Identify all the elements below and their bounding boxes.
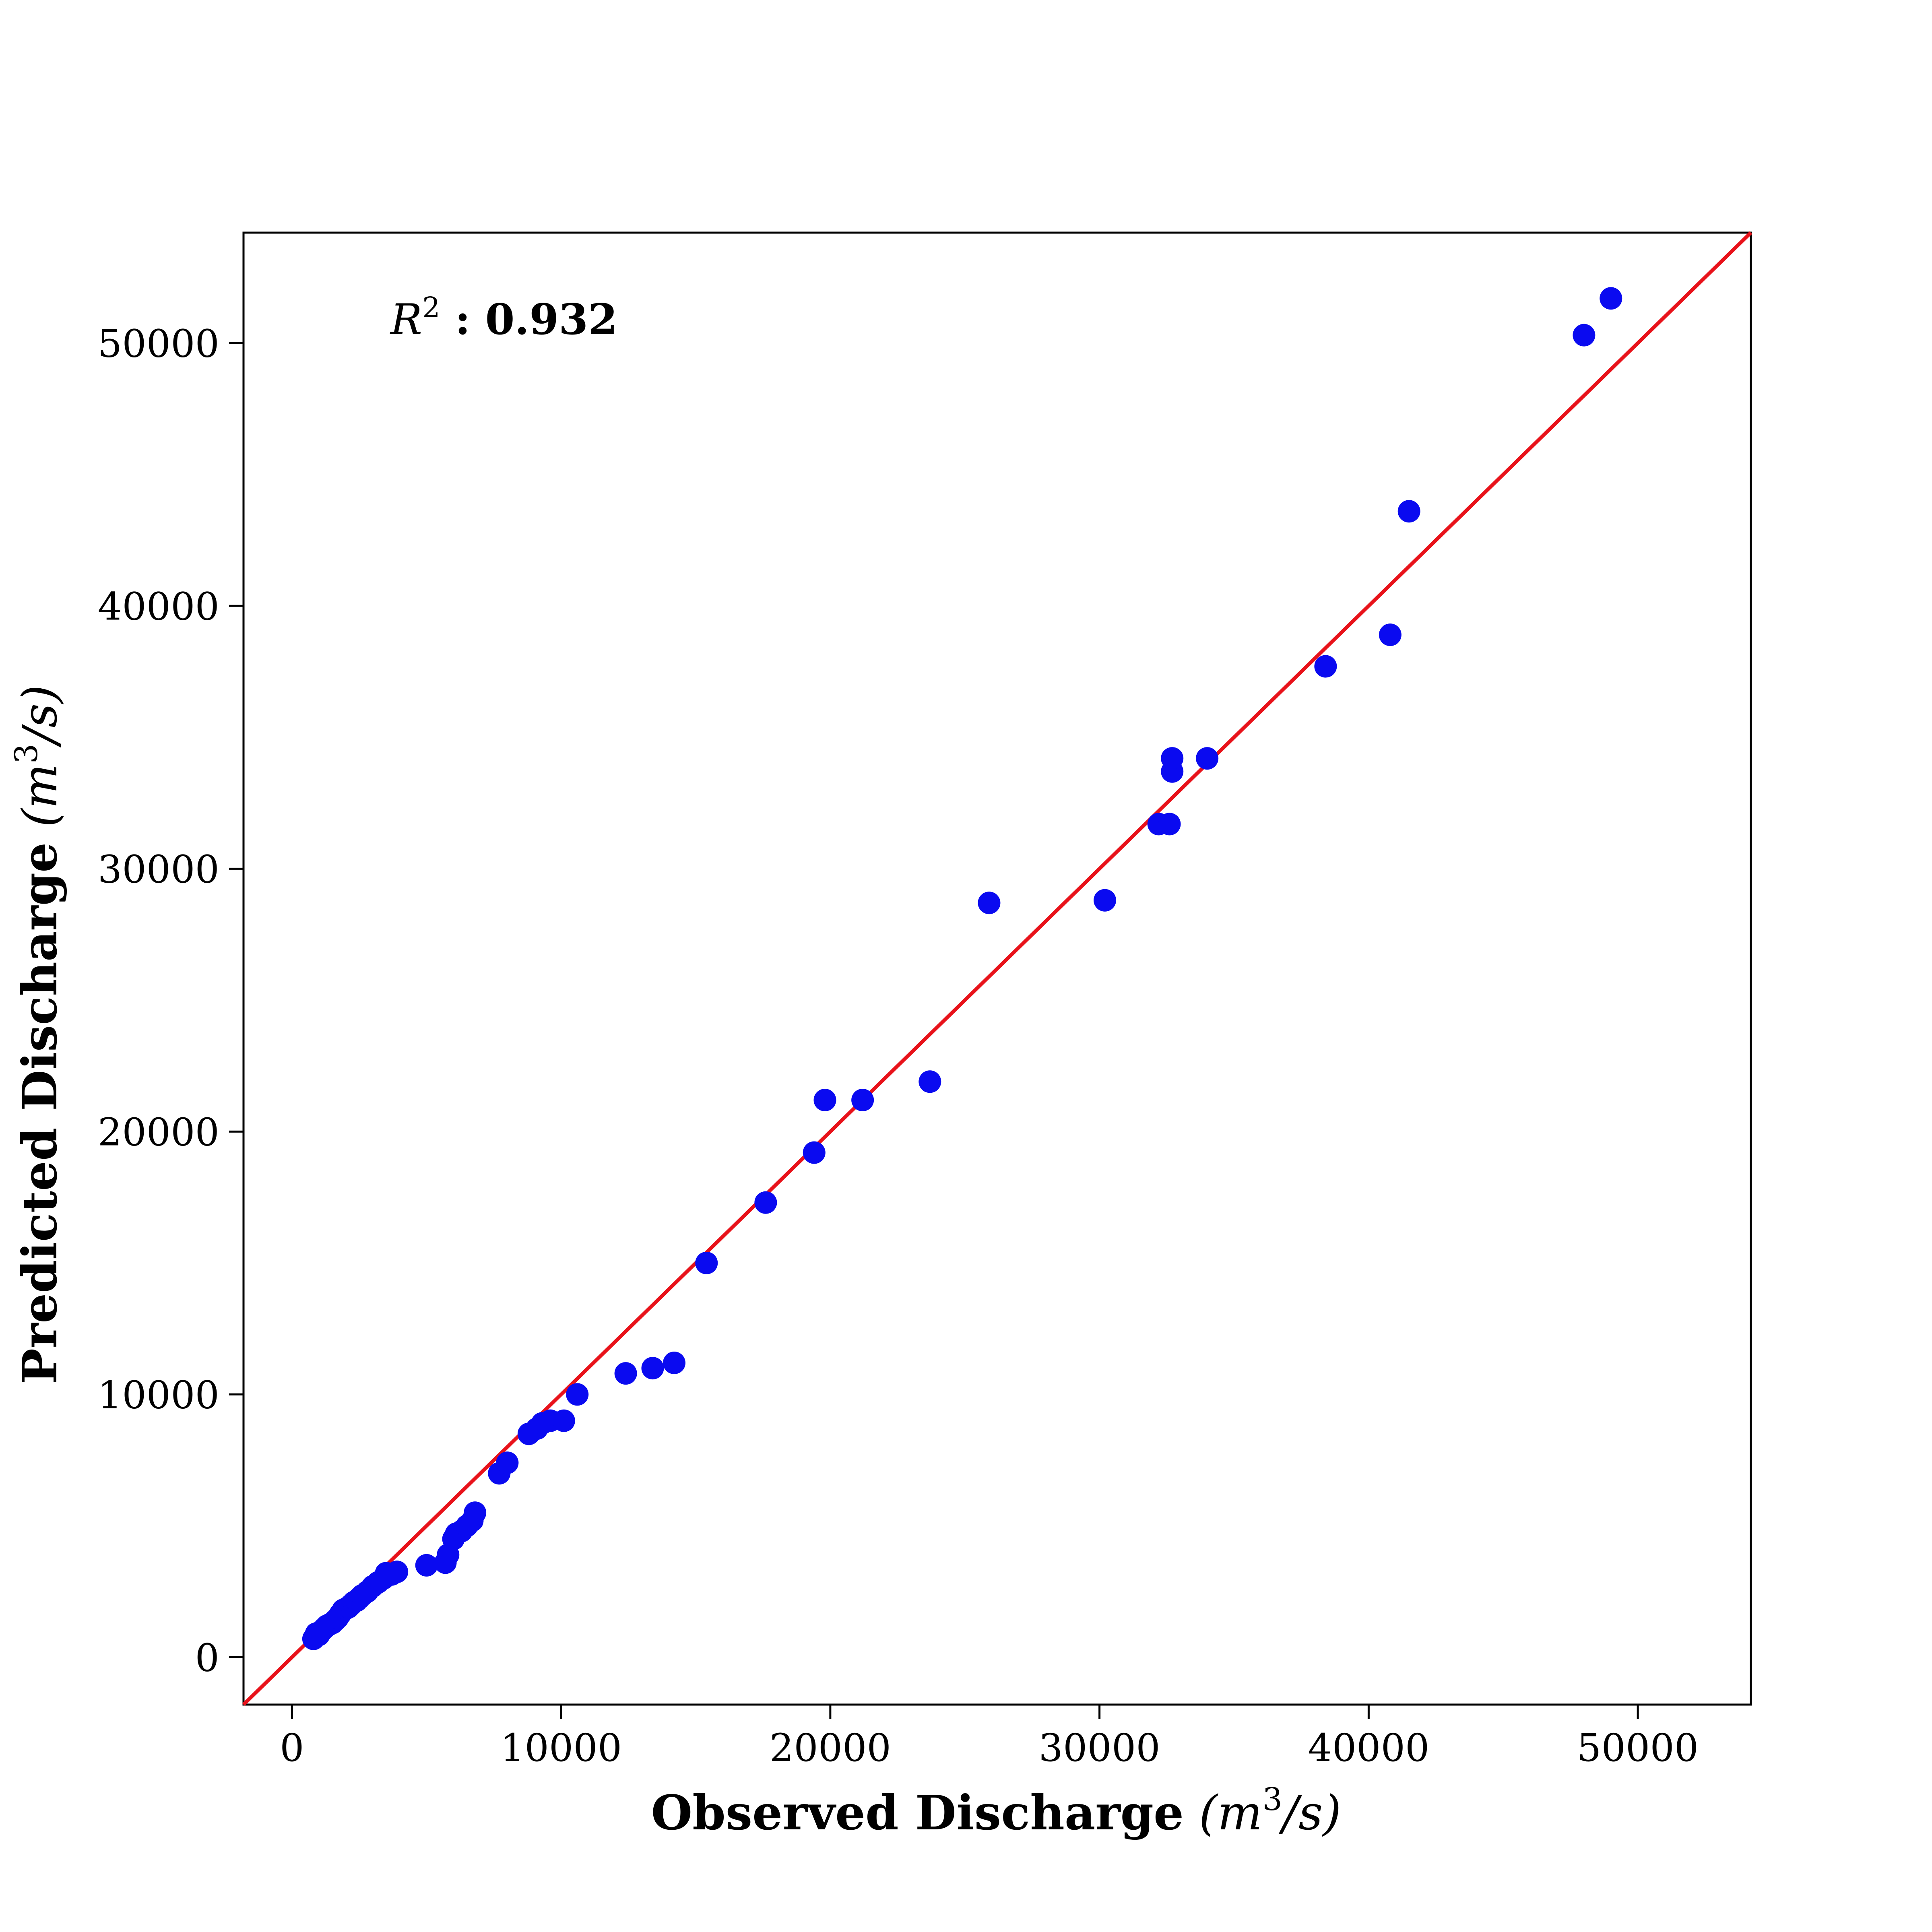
data-point-49: [813, 1089, 836, 1112]
x-tick-label-3: 30000: [1039, 1726, 1160, 1770]
x-axis-title-text: Observed Discharge: [651, 1785, 1184, 1841]
x-axis-ticks: 0 10000 20000 30000 40000 50000: [280, 1705, 1699, 1770]
data-point-48: [803, 1141, 826, 1164]
x-axis-unit-end: /s): [1278, 1785, 1341, 1841]
r-squared-symbol: R: [390, 295, 422, 344]
x-axis-unit: (m: [1199, 1785, 1263, 1841]
x-tick-label-0: 0: [280, 1726, 304, 1770]
plot-area: [242, 231, 1752, 1706]
data-point-60: [1379, 623, 1402, 646]
r-squared-value: 0.932: [485, 294, 617, 344]
y-axis-title: Predicted Discharge (m3/s): [8, 685, 68, 1384]
x-tick-label-4: 40000: [1308, 1726, 1429, 1770]
y-tick-label-3: 30000: [98, 847, 219, 892]
x-tick-label-1: 10000: [500, 1726, 622, 1770]
data-point-42: [566, 1383, 589, 1406]
y-tick-label-1: 10000: [98, 1373, 219, 1417]
y-axis-unit: (m: [12, 764, 68, 827]
data-point-26: [415, 1554, 438, 1577]
data-point-59: [1314, 655, 1337, 678]
data-point-34: [464, 1501, 487, 1524]
y-tick-label-2: 20000: [98, 1110, 219, 1154]
data-point-50: [851, 1089, 874, 1112]
x-tick-label-5: 50000: [1577, 1726, 1699, 1770]
data-point-41: [552, 1409, 575, 1432]
y-tick-label-4: 40000: [98, 584, 219, 629]
x-axis-title: Observed Discharge (m3/s): [651, 1781, 1341, 1841]
data-point-44: [641, 1357, 664, 1380]
y-axis-title-text: Predicted Discharge: [12, 842, 68, 1384]
data-point-47: [754, 1191, 777, 1214]
data-point-62: [1573, 324, 1596, 347]
data-points: [302, 287, 1622, 1650]
data-point-36: [496, 1451, 519, 1474]
data-point-61: [1397, 500, 1420, 523]
reference-line: [242, 231, 1752, 1706]
data-point-58: [1196, 747, 1219, 770]
data-point-52: [978, 892, 1001, 914]
data-point-63: [1600, 287, 1622, 310]
data-point-45: [663, 1352, 685, 1375]
data-point-51: [919, 1070, 941, 1093]
r-squared-separator: :: [440, 294, 485, 344]
r-squared-exponent: 2: [422, 291, 440, 324]
data-point-57: [1161, 747, 1184, 770]
y-axis-unit-end: /s): [12, 685, 68, 747]
x-tick-label-2: 20000: [770, 1726, 891, 1770]
data-point-43: [614, 1362, 637, 1385]
y-axis-ticks: 0 10000 20000 30000 40000 50000: [98, 322, 244, 1680]
y-tick-label-5: 50000: [98, 322, 219, 366]
data-point-55: [1158, 813, 1181, 836]
data-point-25: [386, 1560, 409, 1583]
y-tick-label-0: 0: [195, 1636, 219, 1680]
data-point-46: [695, 1251, 718, 1274]
plot-frame: [242, 231, 1752, 1706]
data-point-53: [1094, 889, 1116, 912]
x-axis-unit-exponent: 3: [1263, 1781, 1283, 1818]
r-squared-annotation: R2 : 0.932: [390, 291, 617, 344]
y-axis-unit-exponent: 3: [8, 744, 45, 764]
